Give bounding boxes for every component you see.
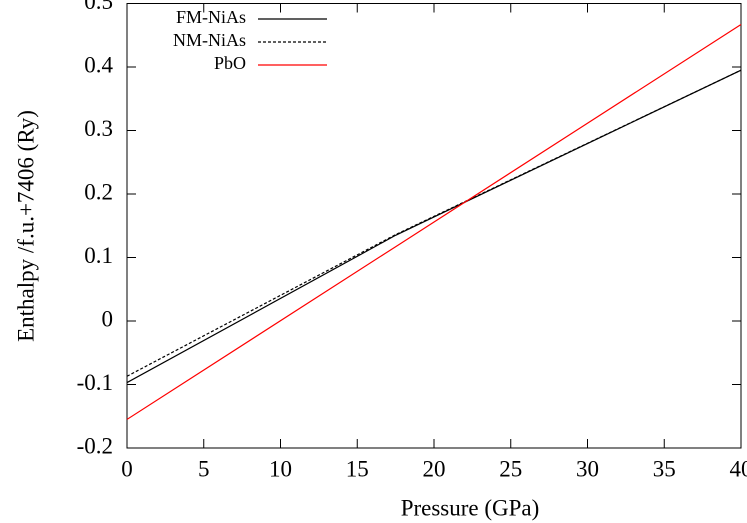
x-tick-label: 0 [121, 456, 133, 481]
y-axis-label: Enthalpy /f.u.+7406 (Ry) [13, 110, 38, 342]
y-tick-label: 0.4 [84, 52, 113, 77]
y-tick-label: 0 [102, 306, 114, 331]
x-tick-label: 30 [576, 456, 599, 481]
y-tick-label: 0.3 [84, 116, 113, 141]
x-tick-label: 20 [423, 456, 446, 481]
legend-label: NM-NiAs [173, 30, 246, 50]
x-tick-label: 40 [730, 456, 747, 481]
y-tick-label: 0.5 [84, 0, 113, 14]
series-line [126, 69, 742, 377]
series-line [126, 23, 742, 420]
y-tick-label: 0.1 [84, 243, 113, 268]
y-tick-label: -0.2 [77, 433, 113, 458]
series-line [126, 69, 742, 384]
x-tick-label: 10 [269, 456, 292, 481]
legend-label: FM-NiAs [176, 7, 246, 27]
x-tick-label: 15 [346, 456, 369, 481]
x-tick-label: 5 [198, 456, 210, 481]
y-tick-label: -0.1 [77, 370, 113, 395]
x-axis-label: Pressure (GPa) [401, 495, 540, 520]
x-tick-label: 35 [653, 456, 676, 481]
legend-label: PbO [214, 53, 246, 73]
y-tick-label: 0.2 [84, 179, 113, 204]
x-tick-label: 25 [499, 456, 522, 481]
